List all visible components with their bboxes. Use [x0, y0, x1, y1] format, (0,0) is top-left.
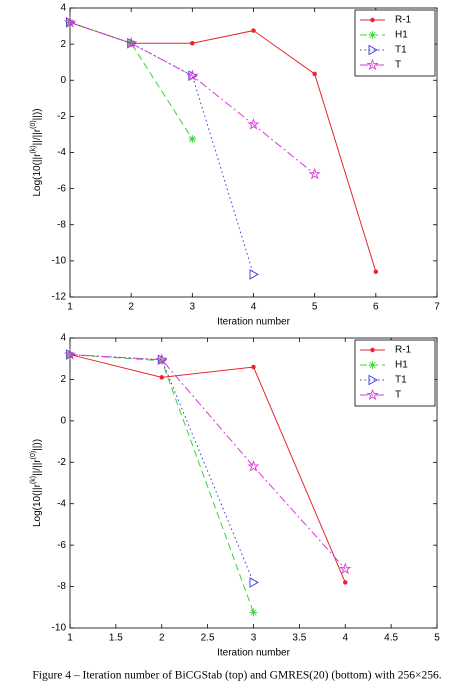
- data-point: [159, 375, 165, 380]
- y-axis-label-part: (k): [30, 476, 37, 484]
- y-tick-label: -4: [57, 147, 66, 158]
- x-axis-label: Iteration number: [217, 648, 290, 659]
- y-tick-label: 0: [60, 75, 66, 86]
- data-point: [63, 16, 77, 28]
- legend-label: H1: [395, 30, 408, 41]
- x-tick-label: 4: [342, 633, 348, 644]
- x-tick-label: 4.5: [384, 633, 398, 644]
- legend-box: [354, 9, 436, 77]
- x-axis-label: Iteration number: [217, 317, 290, 328]
- legend-marker: [366, 388, 379, 401]
- x-tick-label: 6: [373, 302, 379, 313]
- legend-marker: [368, 44, 378, 56]
- data-point: [247, 118, 260, 130]
- legend-marker: [370, 347, 375, 353]
- x-tick-label: 7: [434, 302, 440, 313]
- data-point: [188, 134, 197, 143]
- y-axis-label-part: ||)): [32, 439, 43, 451]
- data-point: [249, 269, 259, 280]
- y-tick-label: 4: [60, 3, 66, 14]
- y-tick-label: 2: [60, 374, 66, 385]
- x-tick-label: 5: [312, 302, 318, 313]
- legend-label: T1: [395, 45, 407, 56]
- legend-box: [354, 339, 436, 407]
- data-point: [343, 580, 348, 585]
- legend-label: T: [395, 60, 401, 71]
- data-point: [66, 350, 74, 359]
- legend-marker: [368, 374, 378, 386]
- x-tick-label: 2.5: [201, 633, 215, 644]
- data-point: [249, 577, 259, 588]
- y-axis-label-part: (0): [30, 120, 37, 129]
- x-tick-label: 3: [190, 302, 196, 313]
- legend-marker: [368, 361, 377, 369]
- x-tick-label: 5: [434, 633, 440, 644]
- y-tick-label: -10: [52, 623, 67, 634]
- y-axis-label-part: ||/||r: [32, 128, 43, 145]
- x-tick-label: 4: [251, 302, 257, 313]
- data-point: [157, 356, 166, 365]
- y-axis-label: Log(10(||r(k)||/||r(0)||)): [30, 439, 42, 527]
- data-point: [312, 71, 317, 77]
- legend-marker: [370, 17, 375, 23]
- x-tick-label: 1.5: [109, 633, 123, 644]
- y-tick-label: -2: [57, 111, 66, 122]
- y-tick-label: -10: [52, 256, 67, 267]
- data-point: [190, 40, 195, 46]
- y-axis-label-part: ||/||r: [32, 459, 43, 476]
- x-tick-label: 3: [251, 633, 257, 644]
- data-point: [251, 364, 256, 370]
- y-axis-label-part: Log(10(||r: [32, 483, 43, 527]
- data-point: [63, 348, 77, 360]
- legend-label: H1: [395, 360, 408, 371]
- y-tick-label: -2: [57, 457, 66, 468]
- y-tick-label: -6: [57, 183, 66, 194]
- y-tick-label: -12: [52, 292, 67, 303]
- x-tick-label: 3.5: [292, 633, 306, 644]
- series-line: [69, 21, 315, 175]
- data-point: [155, 353, 168, 365]
- legend-label: R-1: [395, 15, 412, 26]
- y-axis-label: Log(10(||r(k)||/||r(0)||)): [30, 108, 42, 196]
- legend-label: T: [395, 390, 401, 401]
- y-tick-label: 4: [60, 333, 66, 344]
- y-axis-label-part: ||)): [32, 108, 43, 120]
- y-tick-label: 2: [60, 39, 66, 50]
- y-axis-label-part: Log(10(||r: [32, 153, 43, 197]
- data-point: [249, 608, 258, 617]
- series-line: [69, 354, 346, 570]
- y-tick-label: -8: [57, 581, 66, 592]
- y-tick-label: -6: [57, 540, 66, 551]
- data-point: [247, 460, 260, 472]
- series-line: [69, 354, 346, 583]
- x-tick-label: 1: [67, 302, 73, 313]
- series-line: [69, 354, 254, 583]
- x-tick-label: 2: [128, 302, 134, 313]
- data-point: [373, 269, 379, 274]
- legend-label: T1: [395, 375, 407, 386]
- y-axis-label-part: (k): [30, 145, 37, 153]
- legend-marker: [368, 31, 377, 39]
- legend-label: R-1: [395, 345, 412, 356]
- x-tick-label: 2: [159, 633, 165, 644]
- y-tick-label: -8: [57, 219, 66, 230]
- x-tick-label: 1: [67, 633, 73, 644]
- y-tick-label: 0: [60, 415, 66, 426]
- data-point: [186, 69, 199, 81]
- y-axis-label-part: (0): [30, 451, 37, 460]
- legend-marker: [366, 58, 379, 71]
- data-point: [339, 562, 352, 575]
- caption: Figure 4 – Iteration number of BiCGStab …: [32, 670, 441, 682]
- data-point: [125, 36, 138, 49]
- y-tick-label: -4: [57, 498, 66, 509]
- data-point: [251, 28, 256, 33]
- data-point: [308, 167, 321, 180]
